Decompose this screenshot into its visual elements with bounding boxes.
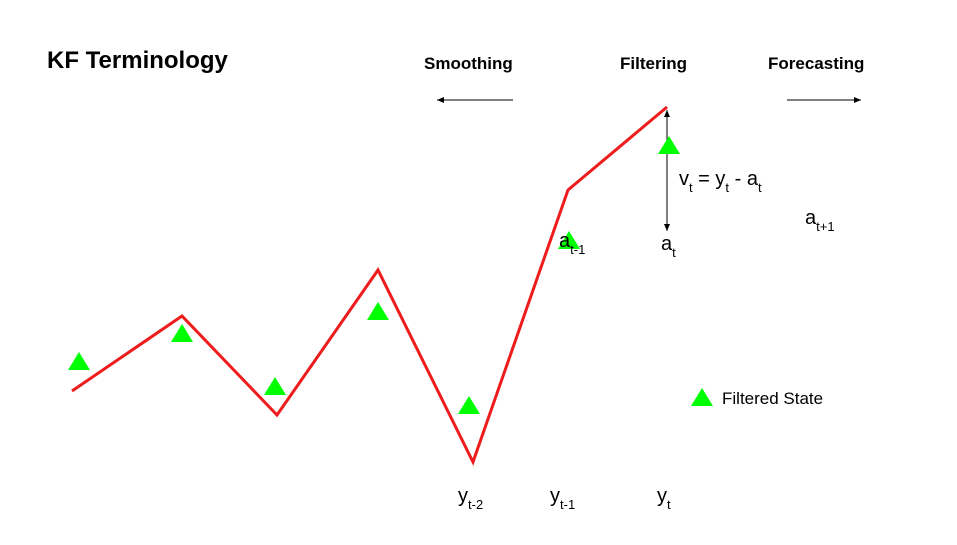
filtered-state-marker xyxy=(68,352,90,370)
state-label-next: at+1 xyxy=(805,207,835,234)
observation-label-t-2: yt-2 xyxy=(458,485,483,512)
legend-marker xyxy=(691,388,713,406)
observation-label-t: yt xyxy=(657,485,671,512)
innovation-y-sub: t xyxy=(725,180,730,195)
innovation-a-sub: t xyxy=(757,180,762,195)
innovation-minus: - xyxy=(729,168,747,190)
state-label-next-base: a xyxy=(805,207,817,229)
state-label-next-sub: t+1 xyxy=(816,219,835,234)
observation-label-base: y xyxy=(550,485,560,507)
observation-label-base: y xyxy=(458,485,468,507)
header-smoothing: Smoothing xyxy=(424,54,513,73)
observation-line xyxy=(71,105,668,466)
state-label-curr: at xyxy=(661,233,676,260)
innovation-y: y xyxy=(715,168,726,190)
innovation-eq: = xyxy=(692,168,716,190)
observation-label-base: y xyxy=(657,485,667,507)
innovation-v-sub: t xyxy=(689,180,693,195)
innovation-equation: vt = yt - at xyxy=(679,168,762,195)
header-forecasting: Forecasting xyxy=(768,54,865,73)
state-label-prev-base: a xyxy=(559,230,571,252)
filtered-state-marker xyxy=(367,302,389,320)
observation-label-sub: t xyxy=(667,497,671,512)
filtered-state-marker xyxy=(658,136,680,154)
filtered-state-marker xyxy=(558,231,580,249)
observation-label-sub: t-2 xyxy=(468,497,484,512)
legend-label: Filtered State xyxy=(722,389,824,408)
innovation-v: v xyxy=(679,168,689,190)
state-label-prev-sub: t-1 xyxy=(570,242,586,257)
filtered-state-marker xyxy=(458,396,480,414)
state-label-prev: at-1 xyxy=(559,230,585,257)
innovation-a: a xyxy=(746,168,758,190)
state-label-curr-sub: t xyxy=(672,245,676,260)
header-filtering: Filtering xyxy=(620,54,688,73)
observation-label-sub: t-1 xyxy=(560,497,576,512)
filtered-state-marker xyxy=(264,377,286,395)
page-title: KF Terminology xyxy=(47,47,228,74)
observation-label-t-1: yt-1 xyxy=(550,485,575,512)
state-label-curr-base: a xyxy=(661,233,673,255)
filtered-state-marker xyxy=(171,324,193,342)
